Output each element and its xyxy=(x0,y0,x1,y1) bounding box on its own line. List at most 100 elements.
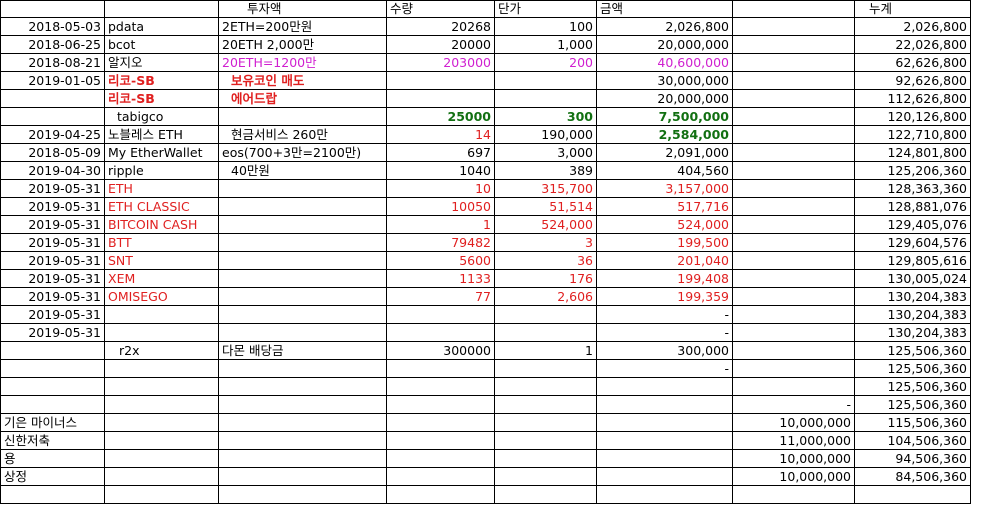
quantity-cell[interactable] xyxy=(386,467,495,486)
extra-amount-cell[interactable]: 10,000,000 xyxy=(732,413,855,432)
amount-cell[interactable]: 3,157,000 xyxy=(596,179,733,198)
cumulative-cell[interactable]: 122,710,800 xyxy=(854,125,971,144)
extra-amount-cell[interactable] xyxy=(732,53,855,72)
investment-cell[interactable] xyxy=(218,215,387,234)
name-cell[interactable]: My EtherWallet xyxy=(104,143,219,162)
quantity-cell[interactable] xyxy=(386,89,495,108)
header-investment[interactable]: 투자액 xyxy=(218,0,387,18)
amount-cell[interactable]: 2,091,000 xyxy=(596,143,733,162)
cumulative-cell[interactable]: 129,805,616 xyxy=(854,251,971,270)
quantity-cell[interactable] xyxy=(386,431,495,450)
cumulative-cell[interactable]: 2,026,800 xyxy=(854,17,971,36)
investment-cell[interactable] xyxy=(218,449,387,468)
unit-price-cell[interactable] xyxy=(494,431,597,450)
extra-amount-cell[interactable] xyxy=(732,143,855,162)
unit-price-cell[interactable]: 389 xyxy=(494,161,597,180)
extra-amount-cell[interactable] xyxy=(732,251,855,270)
unit-price-cell[interactable]: 1 xyxy=(494,341,597,360)
name-cell[interactable] xyxy=(104,359,219,378)
unit-price-cell[interactable] xyxy=(494,71,597,90)
date-cell[interactable]: 2019-05-31 xyxy=(0,179,105,198)
investment-cell[interactable] xyxy=(218,269,387,288)
date-cell[interactable]: 2019-01-05 xyxy=(0,71,105,90)
investment-cell[interactable] xyxy=(218,287,387,306)
extra-amount-cell[interactable] xyxy=(732,341,855,360)
date-cell[interactable]: 2019-05-31 xyxy=(0,287,105,306)
extra-amount-cell[interactable] xyxy=(732,17,855,36)
name-cell[interactable] xyxy=(104,449,219,468)
extra-amount-cell[interactable] xyxy=(732,107,855,126)
cumulative-cell[interactable]: 129,405,076 xyxy=(854,215,971,234)
extra-amount-cell[interactable] xyxy=(732,485,855,504)
investment-cell[interactable]: 현금서비스 260만 xyxy=(218,125,387,144)
header-cell-b[interactable] xyxy=(104,0,219,18)
unit-price-cell[interactable] xyxy=(494,413,597,432)
quantity-cell[interactable]: 77 xyxy=(386,287,495,306)
amount-cell[interactable]: 40,600,000 xyxy=(596,53,733,72)
amount-cell[interactable] xyxy=(596,467,733,486)
investment-cell[interactable]: 보유코인 매도 xyxy=(218,71,387,90)
investment-cell[interactable] xyxy=(218,467,387,486)
unit-price-cell[interactable] xyxy=(494,485,597,504)
header-cell-g[interactable] xyxy=(732,0,855,18)
investment-cell[interactable] xyxy=(218,197,387,216)
name-cell[interactable] xyxy=(104,377,219,396)
name-cell[interactable] xyxy=(104,395,219,414)
amount-cell[interactable] xyxy=(596,485,733,504)
amount-cell[interactable]: 20,000,000 xyxy=(596,89,733,108)
cumulative-cell[interactable]: 22,026,800 xyxy=(854,35,971,54)
name-cell[interactable]: tabigco xyxy=(104,107,219,126)
name-cell[interactable]: 리코-SB xyxy=(104,89,219,108)
extra-amount-cell[interactable] xyxy=(732,377,855,396)
quantity-cell[interactable] xyxy=(386,413,495,432)
quantity-cell[interactable]: 10050 xyxy=(386,197,495,216)
extra-amount-cell[interactable]: 10,000,000 xyxy=(732,467,855,486)
date-cell[interactable]: 2018-06-25 xyxy=(0,35,105,54)
date-cell[interactable] xyxy=(0,89,105,108)
date-cell[interactable]: 2019-04-25 xyxy=(0,125,105,144)
name-cell[interactable]: BTT xyxy=(104,233,219,252)
investment-cell[interactable] xyxy=(218,107,387,126)
date-cell[interactable]: 상정 xyxy=(0,467,105,486)
cumulative-cell[interactable]: 125,506,360 xyxy=(854,359,971,378)
header-cumulative[interactable]: 누계 xyxy=(854,0,971,18)
quantity-cell[interactable]: 697 xyxy=(386,143,495,162)
investment-cell[interactable] xyxy=(218,305,387,324)
cumulative-cell[interactable]: 130,204,383 xyxy=(854,287,971,306)
name-cell[interactable]: r2x xyxy=(104,341,219,360)
quantity-cell[interactable] xyxy=(386,71,495,90)
unit-price-cell[interactable]: 3,000 xyxy=(494,143,597,162)
date-cell[interactable] xyxy=(0,377,105,396)
amount-cell[interactable] xyxy=(596,413,733,432)
investment-cell[interactable] xyxy=(218,251,387,270)
date-cell[interactable]: 2018-08-21 xyxy=(0,53,105,72)
name-cell[interactable] xyxy=(104,431,219,450)
unit-price-cell[interactable] xyxy=(494,395,597,414)
header-amount[interactable]: 금액 xyxy=(596,0,733,18)
investment-cell[interactable] xyxy=(218,431,387,450)
extra-amount-cell[interactable]: 11,000,000 xyxy=(732,431,855,450)
date-cell[interactable] xyxy=(0,359,105,378)
name-cell[interactable]: 리코-SB xyxy=(104,71,219,90)
extra-amount-cell[interactable] xyxy=(732,161,855,180)
date-cell[interactable] xyxy=(0,341,105,360)
investment-cell[interactable] xyxy=(218,323,387,342)
unit-price-cell[interactable]: 36 xyxy=(494,251,597,270)
date-cell[interactable]: 용 xyxy=(0,449,105,468)
date-cell[interactable]: 2019-04-30 xyxy=(0,161,105,180)
date-cell[interactable]: 2019-05-31 xyxy=(0,305,105,324)
quantity-cell[interactable] xyxy=(386,305,495,324)
amount-cell[interactable]: 2,584,000 xyxy=(596,125,733,144)
cumulative-cell[interactable]: 128,881,076 xyxy=(854,197,971,216)
investment-cell[interactable] xyxy=(218,485,387,504)
extra-amount-cell[interactable] xyxy=(732,35,855,54)
quantity-cell[interactable] xyxy=(386,485,495,504)
quantity-cell[interactable]: 79482 xyxy=(386,233,495,252)
extra-amount-cell[interactable] xyxy=(732,305,855,324)
name-cell[interactable]: SNT xyxy=(104,251,219,270)
amount-cell[interactable]: 7,500,000 xyxy=(596,107,733,126)
date-cell[interactable]: 2019-05-31 xyxy=(0,233,105,252)
amount-cell[interactable] xyxy=(596,449,733,468)
name-cell[interactable] xyxy=(104,323,219,342)
quantity-cell[interactable]: 10 xyxy=(386,179,495,198)
